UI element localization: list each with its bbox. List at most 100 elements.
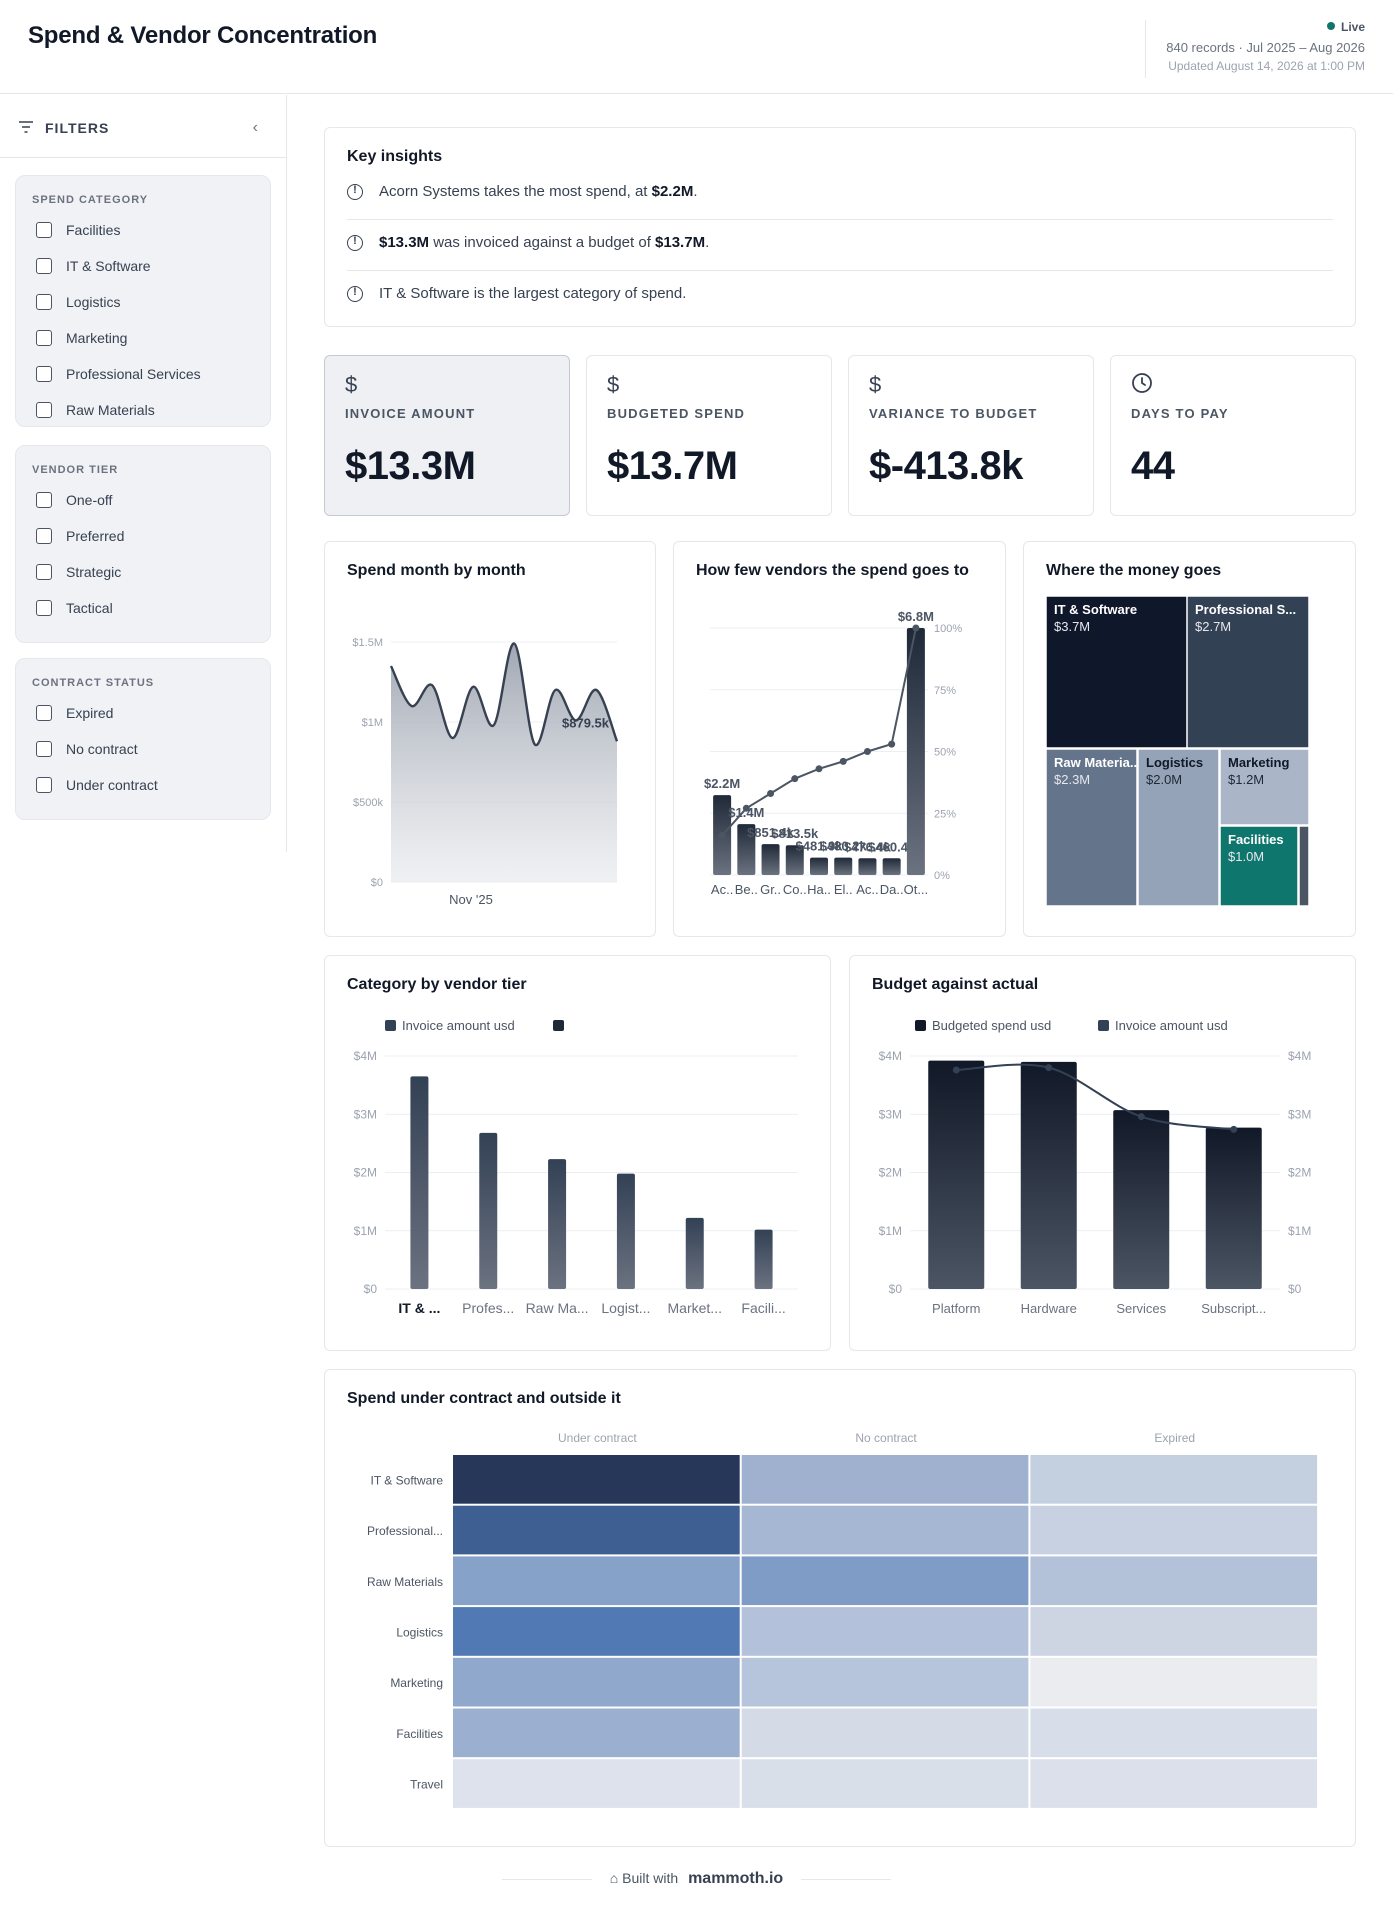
heatmap-cell[interactable] [453,1455,740,1504]
bar-value-label: $851.4k [747,825,795,840]
heatmap-cell[interactable] [453,1657,740,1707]
heatmap-cell[interactable] [1030,1708,1318,1758]
checkbox[interactable] [36,492,52,508]
vendor-bar[interactable] [737,824,756,875]
invoice-line [956,1063,1234,1131]
heatmap-cell[interactable] [1030,1505,1318,1555]
checkbox[interactable] [36,705,52,721]
category-bar[interactable] [548,1159,567,1289]
heatmap-cell[interactable] [741,1759,1029,1808]
x-tick-label: El.. [834,882,853,897]
filter-option[interactable]: Preferred [16,518,270,554]
category-bar[interactable] [616,1173,635,1289]
filter-option[interactable]: Tactical [16,590,270,626]
vendor-bar[interactable] [834,857,853,875]
invoice-point [1230,1125,1238,1133]
heatmap-cell[interactable] [1030,1759,1318,1808]
heatmap-cell[interactable] [453,1708,740,1758]
checkbox[interactable] [36,294,52,310]
kpi-value: $13.7M [607,444,738,488]
heatmap-cell[interactable] [1030,1607,1318,1656]
checkbox[interactable] [36,741,52,757]
heatmap-cell[interactable] [741,1657,1029,1707]
checkbox[interactable] [36,258,52,274]
vendor-bar[interactable] [882,858,901,875]
budget-bar[interactable] [928,1060,985,1289]
brand-link[interactable]: mammoth.io [688,1870,784,1887]
checkbox[interactable] [36,330,52,346]
filters-sidebar: FILTERS ‹ SPEND CATEGORY Facilities IT & S… [0,95,287,852]
filter-option[interactable]: Strategic [16,554,270,590]
heatmap-cell[interactable] [741,1556,1029,1606]
category-bar[interactable] [754,1229,773,1289]
treemap-tile[interactable]: Raw Materia... $2.3M [1045,748,1141,907]
heatmap-row-label: Facilities [396,1727,443,1741]
heatmap-cell[interactable] [741,1505,1029,1555]
heatmap-cell[interactable] [453,1759,740,1808]
budget-bar[interactable] [1205,1127,1262,1289]
kpi-card-3[interactable]: DAYS TO PAY 44 [1110,355,1356,516]
heatmap-cell[interactable] [1030,1556,1318,1606]
bar-value-label: $1.4M [728,805,764,820]
treemap-tile[interactable]: Professional S... $2.7M [1186,595,1310,749]
vendor-bar[interactable] [906,628,925,875]
filter-option[interactable]: Professional Services [16,356,270,392]
x-tick-label: Logist... [601,1300,650,1316]
filter-option[interactable]: Facilities [16,212,270,248]
heatmap-cell[interactable] [741,1708,1029,1758]
vendor-pareto-title: How few vendors the spend goes to [696,562,969,579]
checkbox[interactable] [36,600,52,616]
budget-bar[interactable] [1113,1110,1170,1289]
checkbox[interactable] [36,777,52,793]
budget-bar[interactable] [1020,1061,1077,1289]
category-bar[interactable] [410,1076,429,1289]
vendor-bar[interactable] [858,858,877,875]
spend-month-title: Spend month by month [347,562,526,579]
heatmap-row-label: IT & Software [371,1473,444,1487]
checkbox[interactable] [36,402,52,418]
treemap-title: Where the money goes [1046,562,1222,579]
heatmap-cell[interactable] [1030,1657,1318,1707]
treemap-tile[interactable] [1298,825,1310,907]
treemap-tile[interactable]: Logistics $2.0M [1137,748,1220,907]
filter-option[interactable]: One-off [16,482,270,518]
treemap-tile-value: $3.7M [1054,619,1090,634]
pct-tick-label: 0% [934,870,950,882]
category-bar[interactable] [479,1132,498,1289]
filter-option-label: Under contract [66,777,158,793]
checkbox[interactable] [36,366,52,382]
vendor-bar[interactable] [785,845,804,875]
treemap-tile-label: Raw Materia... [1054,755,1141,770]
heatmap-cell[interactable] [741,1607,1029,1656]
heatmap-cell[interactable] [453,1607,740,1656]
cumulative-point [791,775,799,783]
collapse-sidebar-chevron-icon[interactable]: ‹ [252,119,258,136]
heatmap-cell[interactable] [1030,1455,1318,1504]
filter-option-label: Tactical [66,600,113,616]
filter-option[interactable]: IT & Software [16,248,270,284]
filter-option[interactable]: Marketing [16,320,270,356]
vendor-bar[interactable] [761,844,780,875]
filter-option[interactable]: No contract [16,731,270,767]
filters-title: FILTERS [45,120,110,136]
heatmap-cell[interactable] [741,1455,1029,1504]
category-bar[interactable] [685,1217,704,1289]
filter-option[interactable]: Expired [16,695,270,731]
heatmap-cell[interactable] [453,1505,740,1555]
checkbox[interactable] [36,528,52,544]
treemap-tile[interactable]: IT & Software $3.7M [1045,595,1209,749]
x-tick-label: Raw Ma... [526,1300,589,1316]
treemap-tile[interactable]: Marketing $1.2M [1219,748,1310,826]
vendor-bar[interactable] [810,857,828,875]
filter-option[interactable]: Logistics [16,284,270,320]
checkbox[interactable] [36,222,52,238]
kpi-card-1[interactable]: $ BUDGETED SPEND $13.7M [586,355,832,516]
filter-option[interactable]: Raw Materials [16,392,270,426]
vendor-pareto-card: How few vendors the spend goes to 0% 25% 5… [673,541,1006,937]
heatmap-cell[interactable] [453,1556,740,1606]
kpi-card-2[interactable]: $ VARIANCE TO BUDGET $-413.8k [848,355,1094,516]
checkbox[interactable] [36,564,52,580]
filter-option[interactable]: Under contract [16,767,270,803]
treemap-tile[interactable]: Facilities $1.0M [1219,825,1299,907]
kpi-card-0[interactable]: $ INVOICE AMOUNT $13.3M [324,355,570,516]
